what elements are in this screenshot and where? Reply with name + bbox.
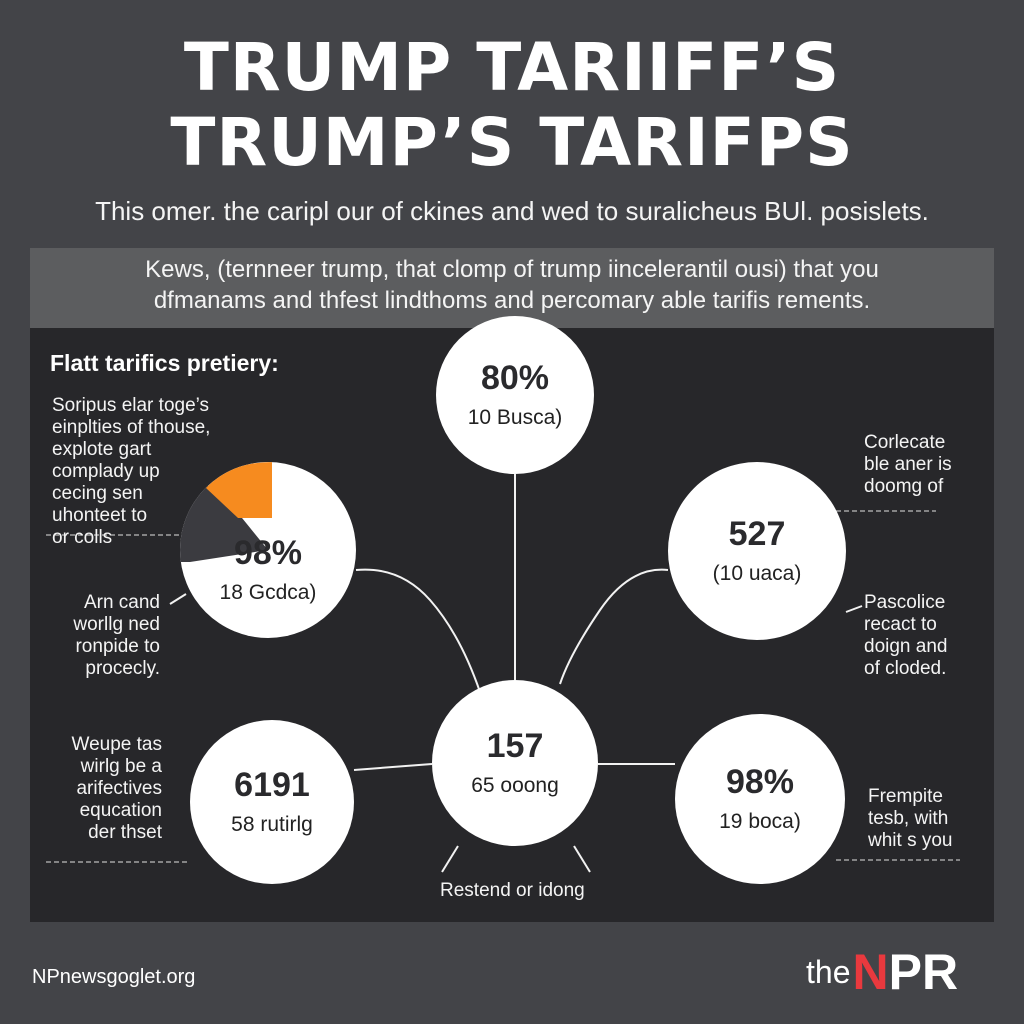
note-left-mid: Arn cand worllg ned ronpide to procecly. <box>73 592 160 679</box>
footer-url[interactable]: NPnewsgoglet.org <box>32 966 196 988</box>
node-left-label: 18 Gcdca) <box>219 581 317 604</box>
lede-box: Kews, (ternneer trump, that clomp of tru… <box>30 248 994 328</box>
pie-slice-dark <box>180 482 268 562</box>
tick-center-left <box>441 845 459 873</box>
bottom-caption: Restend or idong <box>440 880 585 901</box>
note-left-top: Soripus elar toge’s einplties of thouse,… <box>52 395 211 548</box>
node-center-label: 65 ooong <box>471 774 559 797</box>
node-bottom-left-label: 58 rutirlg <box>231 813 313 836</box>
logo-pr: PR <box>888 944 959 1000</box>
logo-n: N <box>852 944 889 1000</box>
node-right: 527 (10 uaca) <box>668 462 846 640</box>
link-left-center <box>355 568 481 693</box>
node-left: 98% 18 Gcdca) <box>180 462 356 638</box>
tick-right-mid <box>845 605 863 613</box>
logo-the: the <box>806 953 851 990</box>
node-left-value: 98% <box>233 534 303 572</box>
node-bottom-left: 6191 58 rutirlg <box>190 720 354 884</box>
link-right-center <box>559 568 669 685</box>
link-bl-center <box>353 763 433 771</box>
tick-left-mid <box>169 593 187 605</box>
node-bottom-left-value: 6191 <box>234 766 310 804</box>
node-center: 157 65 ooong <box>432 680 598 846</box>
pie-segments-icon <box>180 462 272 562</box>
node-top: 80% 10 Busca) <box>436 316 594 474</box>
panel-heading: Flatt tarifics pretiery: <box>50 350 279 376</box>
node-right-value: 527 <box>728 515 786 553</box>
title-line-1: TRUMP TARIIFF’S <box>183 29 841 106</box>
note-right-top: Corlecate ble aner is doomg of <box>864 432 952 497</box>
title-line-2: TRUMP’S TARIFPS <box>170 104 854 181</box>
lede-line-2: dfmanams and thfest lindthoms and percom… <box>153 287 871 314</box>
note-right-mid: Pascolice recact to doign and of cloded. <box>864 592 948 679</box>
npr-logo: the N PR <box>806 942 958 1002</box>
subtitle: This omer. the caripl our of ckines and … <box>95 196 929 226</box>
pie-slice-orange <box>206 462 272 518</box>
node-bottom-right-value: 98% <box>725 763 795 801</box>
node-bottom-right: 98% 19 boca) <box>675 714 845 884</box>
node-top-value: 80% <box>480 359 550 397</box>
lede-line-1: Kews, (ternneer trump, that clomp of tru… <box>145 256 879 283</box>
node-bottom-right-label: 19 boca) <box>719 810 801 833</box>
node-center-value: 157 <box>486 727 544 765</box>
tick-center-right <box>573 845 591 873</box>
note-left-bottom: Weupe tas wirlg be a arifectives equcati… <box>71 734 162 843</box>
note-right-bottom: Frempite tesb, with whit s you <box>868 786 953 851</box>
node-right-label: (10 uaca) <box>712 562 802 585</box>
node-top-label: 10 Busca) <box>467 406 563 429</box>
